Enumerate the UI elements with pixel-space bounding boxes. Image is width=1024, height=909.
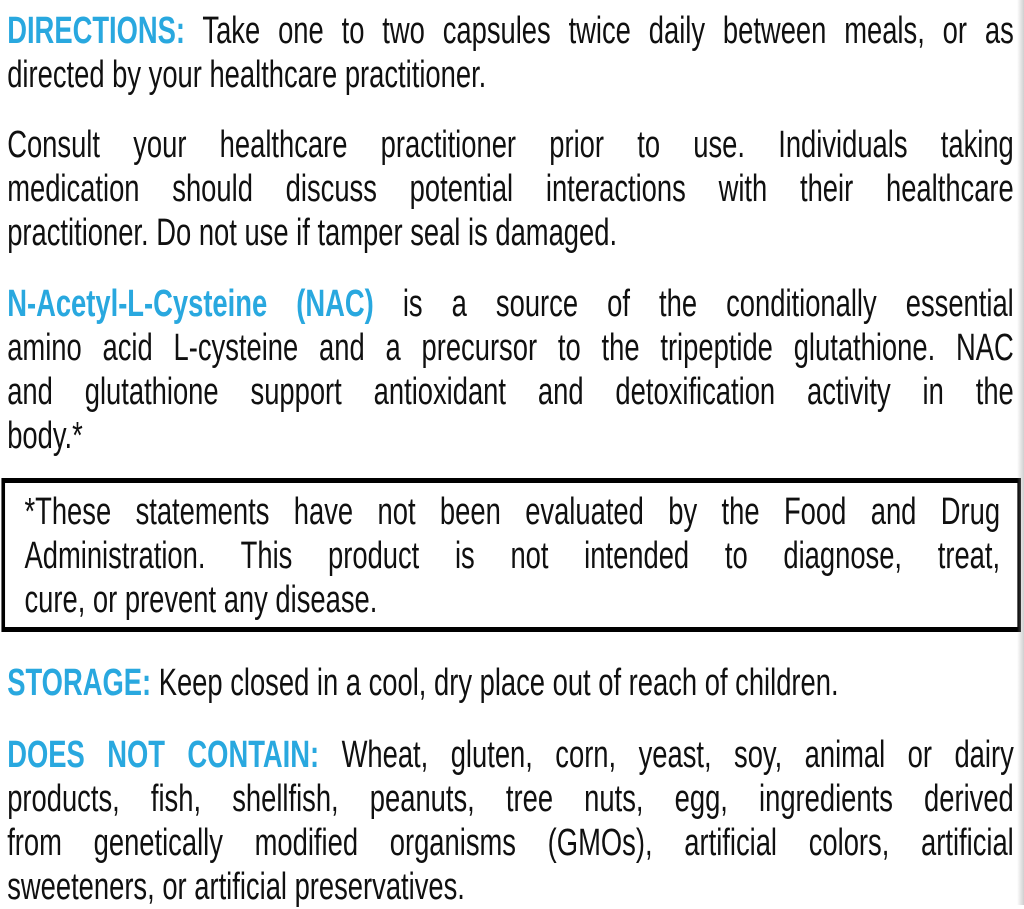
storage-heading: STORAGE: [7,662,152,704]
does-not-contain-heading: DOES NOT CONTAIN: [7,734,320,776]
body-text: Take one to two capsules twice daily bet… [185,10,1014,52]
storage-paragraph: STORAGE: Keep closed in a cool, dry plac… [7,661,1014,705]
directions-paragraph: DIRECTIONS: Take one to two capsules twi… [7,9,1014,97]
body-text: is a source of the conditionally essenti… [373,283,1014,325]
body-text: from genetically modified organisms (GMO… [7,822,1014,864]
text-line: Consult your healthcare practitioner pri… [7,123,1014,167]
text-line: and glutathione support antioxidant and … [7,370,1014,414]
text-line: Administration. This product is not inte… [24,534,1000,578]
body-text: Consult your healthcare practitioner pri… [7,124,1014,166]
text-line: body.* [7,414,1014,458]
body-text: amino acid L-cysteine and a precursor to… [7,327,1014,369]
text-line: amino acid L-cysteine and a precursor to… [7,326,1014,370]
body-text: practitioner. Do not use if tamper seal … [7,212,618,254]
text-line: directed by your healthcare practitioner… [7,53,1014,97]
text-line: *These statements have not been evaluate… [24,490,1000,534]
text-line: DOES NOT CONTAIN: Wheat, gluten, corn, y… [7,733,1014,777]
body-text: products, fish, shellfish, peanuts, tree… [7,778,1014,820]
nac-paragraph: N-Acetyl-L-Cysteine (NAC) is a source of… [7,282,1014,458]
text-line: from genetically modified organisms (GMO… [7,821,1014,865]
text-line: DIRECTIONS: Take one to two capsules twi… [7,9,1014,53]
does-not-contain-paragraph: DOES NOT CONTAIN: Wheat, gluten, corn, y… [7,733,1014,909]
consult-paragraph: Consult your healthcare practitioner pri… [7,123,1014,255]
directions-heading: DIRECTIONS: [7,10,186,52]
body-text: body.* [7,415,83,457]
text-line: N-Acetyl-L-Cysteine (NAC) is a source of… [7,282,1014,326]
nac-heading: N-Acetyl-L-Cysteine (NAC) [7,283,374,325]
body-text: cure, or prevent any disease. [24,579,378,621]
text-line: cure, or prevent any disease. [24,578,1000,622]
text-line: STORAGE: Keep closed in a cool, dry plac… [7,661,1014,705]
text-line: medication should discuss potential inte… [7,167,1014,211]
body-text: *These statements have not been evaluate… [24,491,1001,533]
text-line: practitioner. Do not use if tamper seal … [7,211,1014,255]
body-text: sweeteners, or artificial preservatives. [7,866,465,908]
body-text: and glutathione support antioxidant and … [7,371,1014,413]
fda-disclaimer-box: *These statements have not been evaluate… [1,478,1021,632]
body-text: directed by your healthcare practitioner… [7,54,487,96]
body-text: medication should discuss potential inte… [7,168,1014,210]
body-text: Administration. This product is not inte… [24,535,1001,577]
body-text: Wheat, gluten, corn, yeast, soy, animal … [319,734,1014,776]
text-line: sweeteners, or artificial preservatives. [7,865,1014,909]
text-line: products, fish, shellfish, peanuts, tree… [7,777,1014,821]
body-text: Keep closed in a cool, dry place out of … [151,662,839,704]
